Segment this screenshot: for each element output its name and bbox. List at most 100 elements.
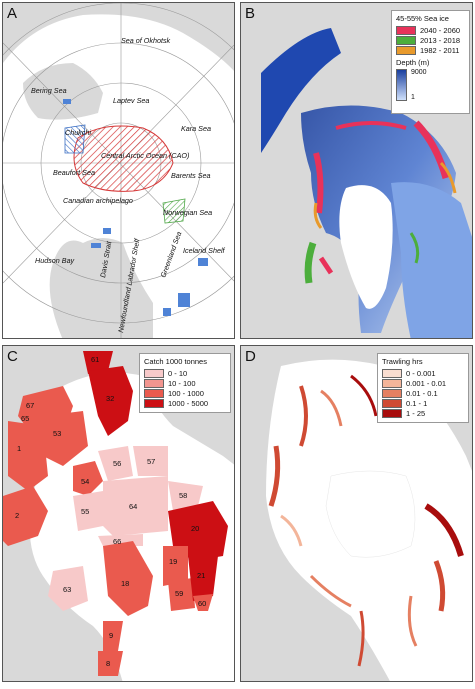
legend-swatch — [144, 368, 164, 378]
area-54 — [73, 461, 103, 496]
label-cao: Central Arctic Ocean (CAO) — [101, 151, 189, 160]
label-beaufort-sea: Beaufort Sea — [53, 168, 95, 177]
code-54: 54 — [81, 477, 89, 486]
panel-c-label: C — [7, 348, 18, 365]
area-58 — [168, 481, 203, 511]
area-53 — [43, 411, 88, 466]
area-59 — [168, 578, 195, 611]
code-8: 8 — [106, 659, 110, 668]
legend-c-label: 100 - 1000 — [168, 388, 204, 398]
legend-swatch — [382, 388, 402, 398]
barents-zone — [162, 198, 186, 224]
depth-scale-labels: 9000 1 — [411, 69, 427, 101]
legend-swatch — [382, 368, 402, 378]
code-57: 57 — [147, 457, 155, 466]
map-b — [261, 28, 472, 338]
legend-c-item: 100 - 1000 — [144, 388, 226, 398]
pacific-sea — [23, 63, 103, 120]
code-9: 9 — [109, 631, 113, 640]
label-kara-sea: Kara Sea — [181, 124, 211, 133]
code-64: 64 — [129, 502, 137, 511]
legend-b-item: 2040 - 2060 — [396, 25, 465, 35]
label-bering-sea: Bering Sea — [31, 86, 67, 95]
label-barents-sea: Barents Sea — [171, 171, 211, 180]
code-19: 19 — [169, 557, 177, 566]
legend-b-label: 2013 - 2018 — [420, 35, 461, 45]
label-norwegian-sea: Norwegian Sea — [163, 208, 212, 217]
legend-d-item: 0 - 0.001 — [382, 368, 464, 378]
legend-c-title: Catch 1000 tonnes — [144, 357, 207, 366]
code-53: 53 — [53, 429, 61, 438]
trawling-hotspots — [268, 374, 464, 667]
depth-scale: 9000 1 — [396, 69, 465, 101]
legend-d-label: 0.001 - 0.01 — [406, 378, 447, 388]
legend-c-label: 0 - 10 — [168, 368, 188, 378]
area-1 — [8, 421, 48, 491]
code-18: 18 — [121, 579, 129, 588]
code-32: 32 — [106, 394, 114, 403]
legend-c-item: 1000 - 5000 — [144, 398, 226, 408]
map-a: Sea of Okhotsk Bering Sea Chukchi Laptev… — [3, 3, 234, 338]
legend-b: 45-55% Sea ice 2040 - 2060 2013 - 2018 1… — [391, 10, 470, 114]
arctic-interior — [325, 470, 416, 558]
area-55 — [73, 491, 103, 531]
legend-d-label: 0 - 0.001 — [406, 368, 436, 378]
legend-b-label: 1982 - 2011 — [420, 45, 460, 55]
code-21: 21 — [197, 571, 205, 580]
legend-c-item: 0 - 10 — [144, 368, 226, 378]
code-66: 66 — [113, 537, 121, 546]
legend-c-label: 1000 - 5000 — [168, 398, 209, 408]
code-55: 55 — [81, 507, 89, 516]
area-21 — [188, 556, 218, 601]
legend-swatch — [144, 378, 164, 388]
legend-swatch — [396, 45, 416, 55]
chukchi-zone — [64, 124, 86, 154]
legend-b-item: 1982 - 2011 — [396, 45, 465, 55]
label-chukchi: Chukchi — [65, 128, 91, 137]
legend-c-label: 10 - 100 — [168, 378, 196, 388]
map-d — [266, 359, 472, 681]
deep-pacific — [261, 28, 341, 153]
panel-d: Trawling hrs 0 - 0.001 0.001 - 0.01 0.01… — [240, 345, 473, 682]
legend-d: Trawling hrs 0 - 0.001 0.001 - 0.01 0.01… — [377, 353, 469, 423]
sea-ice-bands — [304, 120, 457, 284]
code-59: 59 — [175, 589, 183, 598]
area-2 — [3, 486, 48, 546]
legend-d-title: Trawling hrs — [382, 357, 423, 366]
depth-max: 9000 — [411, 69, 427, 76]
legend-b-label: 2040 - 2060 — [420, 25, 461, 35]
greenland — [339, 185, 393, 309]
legend-swatch — [382, 398, 402, 408]
label-laptev-sea: Laptev Sea — [113, 96, 149, 105]
panel-a: Sea of Okhotsk Bering Sea Chukchi Laptev… — [2, 2, 235, 339]
legend-d-item: 1 - 25 — [382, 408, 464, 418]
code-60: 60 — [198, 599, 206, 608]
legend-swatch — [382, 408, 402, 418]
code-2: 2 — [15, 511, 19, 520]
legend-c: Catch 1000 tonnes 0 - 10 10 - 100 100 - … — [139, 353, 231, 413]
cao-zone — [73, 125, 174, 192]
legend-d-item: 0.001 - 0.01 — [382, 378, 464, 388]
code-65: 65 — [21, 414, 29, 423]
legend-swatch — [144, 388, 164, 398]
legend-d-label: 0.01 - 0.1 — [406, 388, 438, 398]
code-20: 20 — [191, 524, 199, 533]
area-18 — [103, 541, 153, 616]
code-1: 1 — [17, 444, 21, 453]
label-hudson-bay: Hudson Bay — [35, 256, 75, 265]
legend-b-title: 45-55% Sea ice — [396, 14, 449, 23]
area-19 — [163, 546, 188, 586]
legend-d-label: 0.1 - 1 — [406, 398, 428, 408]
area-9 — [103, 621, 123, 651]
code-58: 58 — [179, 491, 187, 500]
legend-b-item: 2013 - 2018 — [396, 35, 465, 45]
area-57 — [133, 446, 168, 476]
code-61: 61 — [91, 355, 99, 364]
panel-a-label: A — [7, 5, 18, 22]
map-c: 61 32 67 65 53 1 54 56 57 58 2 55 64 66 … — [3, 351, 234, 681]
code-56: 56 — [113, 459, 121, 468]
blue-patches — [63, 99, 208, 316]
legend-swatch — [382, 378, 402, 388]
legend-swatch — [144, 398, 164, 408]
